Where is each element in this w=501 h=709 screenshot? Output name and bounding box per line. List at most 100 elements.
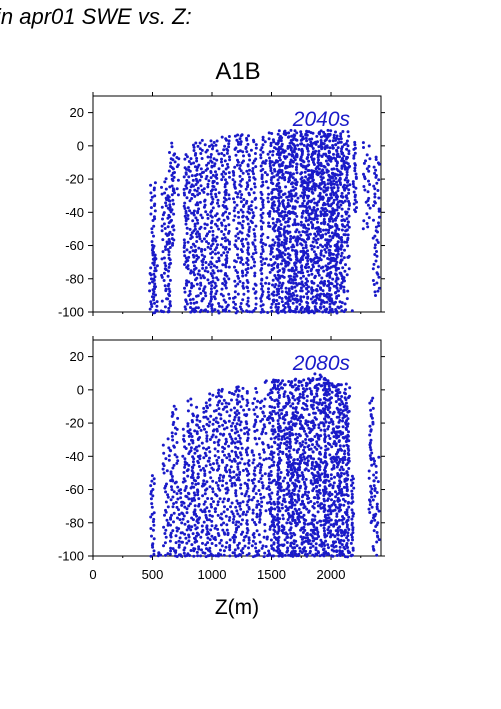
data-point [185, 186, 189, 190]
data-point [226, 149, 230, 152]
data-point [314, 542, 318, 546]
data-point [210, 262, 214, 266]
data-point [315, 394, 319, 398]
data-point [239, 200, 243, 204]
data-point [319, 175, 323, 179]
data-point [259, 304, 263, 308]
y-tick-label: -40 [65, 449, 84, 464]
data-point [188, 199, 192, 203]
data-point [258, 471, 262, 475]
data-point [264, 257, 268, 261]
data-point [214, 507, 218, 511]
data-point [328, 146, 332, 150]
data-point [166, 495, 170, 499]
data-point [280, 297, 284, 300]
data-point [301, 531, 305, 534]
data-point [280, 412, 284, 416]
data-point [201, 297, 205, 301]
y-tick-label: -60 [65, 238, 84, 253]
data-point [260, 245, 264, 249]
data-point [172, 445, 176, 449]
data-point [278, 295, 282, 299]
data-point [206, 185, 210, 189]
data-point [241, 512, 245, 516]
data-point [227, 419, 231, 423]
data-point [327, 516, 331, 520]
data-point [373, 195, 377, 199]
data-point [149, 497, 153, 501]
data-point [227, 139, 231, 143]
data-point [306, 522, 310, 526]
data-point [353, 163, 357, 167]
data-point [305, 382, 309, 386]
data-point [213, 248, 217, 252]
data-point [187, 175, 191, 179]
data-point [216, 484, 220, 487]
data-point [334, 216, 338, 220]
data-point [241, 469, 245, 472]
data-point [246, 142, 250, 146]
data-point [217, 407, 221, 411]
data-point [292, 245, 296, 249]
data-point [278, 254, 282, 258]
data-point [330, 445, 334, 449]
data-point [180, 503, 184, 507]
data-point [291, 248, 294, 252]
data-point [239, 302, 243, 305]
data-point [163, 541, 167, 545]
data-point [280, 240, 284, 244]
data-point [327, 311, 331, 314]
data-point [338, 468, 342, 472]
data-point [169, 210, 173, 214]
data-point [255, 505, 259, 509]
data-point [283, 383, 287, 387]
data-point [306, 262, 310, 266]
data-point [347, 214, 351, 218]
data-point [262, 310, 266, 314]
data-point [224, 178, 227, 182]
data-point [335, 203, 339, 207]
data-point [238, 190, 242, 193]
data-point [325, 145, 329, 149]
data-point [325, 534, 329, 538]
data-point [288, 500, 292, 504]
data-point [194, 174, 197, 178]
data-point [208, 485, 212, 489]
data-point [207, 509, 211, 513]
data-point [299, 308, 303, 312]
data-point [281, 379, 285, 383]
data-point [236, 446, 240, 450]
data-point [198, 172, 202, 176]
data-point [221, 433, 225, 437]
data-point [168, 290, 172, 293]
data-point [295, 294, 299, 298]
data-point [306, 149, 310, 153]
data-point [207, 242, 211, 245]
data-point [152, 188, 156, 192]
data-point [193, 509, 197, 513]
data-point [244, 414, 248, 418]
data-point [223, 447, 226, 451]
data-point [319, 428, 323, 432]
data-point [352, 147, 356, 151]
data-point [185, 495, 189, 499]
data-point [354, 172, 358, 176]
data-point [164, 268, 168, 272]
data-point [332, 264, 335, 268]
data-point [234, 489, 238, 493]
data-point [246, 289, 250, 293]
data-point [208, 549, 212, 553]
data-point [165, 518, 169, 522]
data-point [172, 175, 176, 179]
data-point [167, 232, 171, 235]
data-point [322, 171, 326, 175]
data-point [248, 178, 251, 182]
data-point [304, 186, 308, 190]
data-point [195, 514, 199, 518]
data-point [197, 504, 201, 508]
data-point [173, 191, 176, 195]
data-point [182, 434, 186, 438]
data-point [335, 161, 339, 165]
data-point [373, 187, 377, 191]
data-point [340, 207, 344, 211]
